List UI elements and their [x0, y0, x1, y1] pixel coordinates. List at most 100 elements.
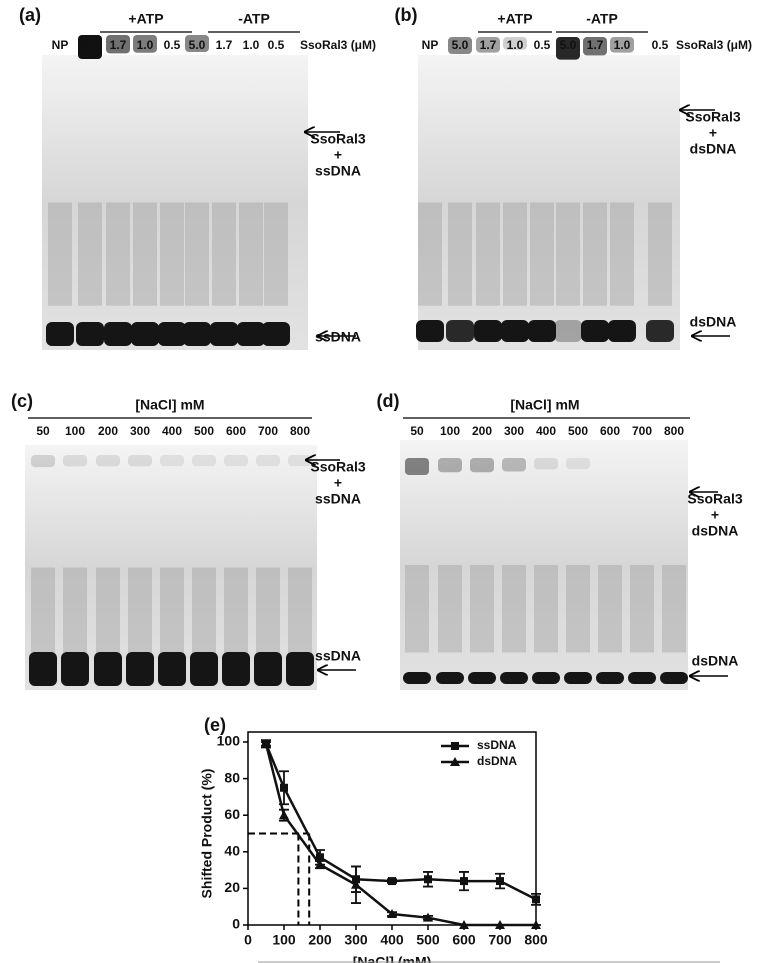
y-tick-label: 0: [232, 916, 240, 932]
complex-band: [438, 458, 462, 473]
complex-band: [106, 35, 130, 54]
lane-label: 300: [504, 424, 524, 438]
free-band: [581, 320, 609, 342]
complex-label: +: [709, 125, 717, 141]
lane-label: 1.7: [480, 38, 497, 52]
complex-label: SsoRal3: [310, 459, 365, 475]
complex-label: ssDNA: [315, 163, 361, 179]
complex-label: dsDNA: [692, 523, 739, 539]
complex-band: [566, 458, 590, 470]
lane-label: 200: [98, 424, 118, 438]
data-point: [315, 859, 325, 869]
complex-label: dsDNA: [690, 141, 737, 157]
complex-band: [128, 455, 152, 467]
x-tick-label: 600: [452, 932, 476, 948]
lane-label: 500: [568, 424, 588, 438]
y-axis-label: Shifted Product (%): [199, 769, 215, 899]
lane-label: 600: [226, 424, 246, 438]
free-band: [532, 672, 560, 684]
lane-smear: [598, 565, 622, 653]
complex-label: +: [334, 475, 342, 491]
lane-label: 50: [36, 424, 50, 438]
free-band: [210, 322, 238, 346]
lane-smear: [438, 565, 462, 653]
panel-label: (b): [395, 5, 418, 25]
data-point: [531, 920, 541, 929]
lane-smear: [192, 567, 216, 654]
panel-label: (c): [11, 391, 33, 411]
legend-label: ssDNA: [477, 738, 517, 752]
complex-band: [405, 458, 429, 475]
lane-label: 800: [290, 424, 310, 438]
data-point: [351, 879, 361, 889]
complex-band: [133, 35, 157, 53]
x-tick-label: 400: [380, 932, 404, 948]
lane-smear: [106, 202, 130, 306]
data-point: [532, 895, 540, 904]
free-band: [131, 322, 159, 346]
gel-background: [418, 55, 680, 350]
lane-label: 1.0: [507, 38, 524, 52]
free-band: [183, 322, 211, 346]
lane-smear: [48, 202, 72, 306]
y-tick-label: 60: [224, 806, 240, 822]
lane-smear: [534, 565, 558, 653]
lanes-unit: SsoRal3 (μM): [300, 38, 376, 52]
lane-label: 200: [472, 424, 492, 438]
x-tick-label: 300: [344, 932, 368, 948]
y-tick-label: 20: [224, 879, 240, 895]
lane-smear: [264, 202, 288, 306]
x-tick-label: 500: [416, 932, 440, 948]
free-band: [158, 652, 186, 686]
lane-smear: [185, 202, 209, 306]
lane-smear: [662, 565, 686, 653]
gel-image: [416, 37, 680, 350]
complex-label: ssDNA: [315, 491, 361, 507]
free-band: [61, 652, 89, 686]
complex-band: [224, 455, 248, 467]
lane-label: 1.7: [587, 38, 604, 52]
complex-band: [78, 35, 102, 59]
lane-label: NP: [52, 38, 69, 52]
lane-smear: [63, 567, 87, 654]
complex-band: [63, 455, 87, 467]
free-band: [646, 320, 674, 342]
complex-band: [470, 458, 494, 473]
x-tick-label: 0: [244, 932, 252, 948]
lane-smear: [583, 202, 607, 306]
lane-smear: [556, 202, 580, 306]
complex-band: [556, 37, 580, 60]
free-band: [158, 322, 186, 346]
data-point: [316, 853, 324, 862]
lane-label: 5.0: [452, 38, 469, 52]
complex-label: SsoRal3: [685, 109, 740, 125]
group-label: -ATP: [586, 11, 618, 27]
lane-label: 5.0: [82, 38, 99, 52]
complex-band: [256, 455, 280, 467]
lane-smear: [160, 202, 184, 306]
panel-label: (e): [204, 715, 226, 735]
free-band: [554, 320, 582, 342]
header: [NaCl] mM: [135, 397, 204, 413]
complex-band: [31, 455, 55, 468]
data-point: [423, 912, 433, 922]
data-point: [280, 783, 288, 792]
data-point: [460, 877, 468, 886]
lane-smear: [133, 202, 157, 306]
lane-label: 400: [536, 424, 556, 438]
lane-label: 0.5: [164, 38, 181, 52]
data-point: [459, 920, 469, 929]
group-label: -ATP: [238, 11, 270, 27]
free-band: [501, 320, 529, 342]
complex-label: +: [334, 147, 342, 163]
free-band: [403, 672, 431, 684]
lane-smear: [502, 565, 526, 653]
free-band: [446, 320, 474, 342]
x-tick-label: 200: [308, 932, 332, 948]
data-point: [451, 742, 459, 750]
lane-smear: [224, 567, 248, 654]
gel-background: [400, 440, 688, 690]
x-axis-label: [NaCl] (mM): [353, 954, 432, 963]
lane-label: 100: [440, 424, 460, 438]
complex-band: [583, 37, 607, 56]
